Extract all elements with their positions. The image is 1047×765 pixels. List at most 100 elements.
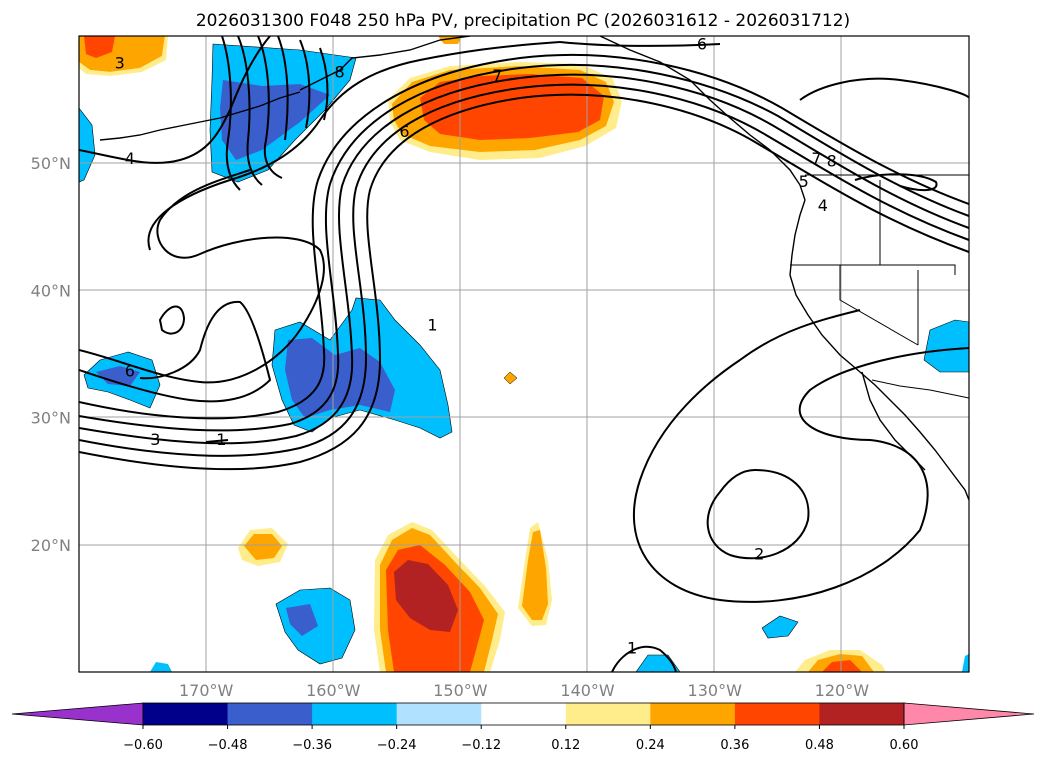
pv-contour-east-ridge — [799, 77, 969, 101]
colorbar-tick-label: −0.60 — [123, 738, 163, 753]
colorbar-segment — [650, 703, 736, 725]
colorbar: −0.60 −0.48 −0.36 −0.24 −0.12 0.12 0.24 0.36 0.4… — [11, 702, 1035, 753]
precip-negative-areas — [79, 43, 969, 672]
neg-area-east-edge — [923, 319, 969, 373]
latitude-labels: 50°N 40°N 30°N 20°N — [31, 154, 71, 555]
coast-alaska — [299, 36, 471, 91]
neg-area-southeast-edge — [962, 654, 969, 672]
colorbar-segment — [819, 703, 905, 725]
pv-contour-jet-5 — [79, 53, 969, 420]
neg-area-small-east — [761, 615, 799, 639]
contour-label: 8 — [335, 62, 345, 81]
lon-label: 120°W — [815, 681, 870, 700]
pv-contour-small-1 — [205, 439, 229, 443]
pv-contour-south-1 — [611, 645, 677, 672]
pv-contour-gulf-lines-5 — [299, 39, 311, 129]
coast-us-west — [789, 199, 969, 501]
lon-label: 130°W — [688, 681, 743, 700]
border-states-2 — [839, 265, 919, 346]
contour-label: 7 — [811, 149, 821, 168]
neg-area-south-strong — [286, 604, 318, 636]
pos-area-southeast-strong — [822, 660, 862, 672]
map-content — [79, 36, 969, 672]
pv-contour-top-6 — [559, 41, 721, 47]
colorbar-segment — [227, 703, 313, 725]
contour-label: 1 — [216, 430, 226, 449]
colorbar-segment — [481, 703, 567, 725]
lat-label: 50°N — [31, 154, 71, 173]
pv-contour-gulf-lines-4 — [277, 36, 289, 141]
pos-area-south-max — [394, 560, 458, 632]
coastlines — [99, 36, 969, 501]
pv-contour-jet-4 — [79, 63, 969, 432]
longitude-labels: 170°W 160°W 150°W 140°W 130°W 120°W — [179, 681, 869, 700]
lon-label: 140°W — [560, 681, 615, 700]
pv-contour-north-gulf — [147, 41, 561, 251]
pos-area-north-strong — [420, 74, 604, 140]
pv-contour-cutoff-outer — [632, 309, 969, 603]
pv-contour-jet-1 — [79, 93, 969, 471]
neg-area-central-pacific-strong — [285, 338, 395, 418]
pv-contour-jet-2 — [79, 83, 969, 457]
colorbar-tick-label: −0.36 — [292, 738, 332, 753]
pv-contour-gulf-lines-3 — [257, 36, 283, 179]
pv-contour-north-4 — [79, 36, 271, 164]
pos-area-small-west-mid — [244, 534, 282, 560]
colorbar-segment — [396, 703, 482, 725]
contour-label: 6 — [399, 122, 409, 141]
contour-label: 1 — [627, 639, 637, 658]
colorbar-tick-label: −0.12 — [461, 738, 501, 753]
pv-contour-west-loop-2 — [79, 300, 272, 403]
colorbar-tick-label: 0.48 — [805, 738, 834, 753]
colorbar-tick-label: 0.12 — [551, 738, 580, 753]
colorbar-tick-label: −0.24 — [377, 738, 417, 753]
pos-area-tiny-center — [503, 371, 518, 385]
pv-contours — [79, 36, 969, 672]
border-mexico — [871, 379, 969, 399]
border-states-1 — [790, 264, 956, 275]
pv-contour-gulf-lines-1 — [221, 36, 241, 191]
contour-label: 5 — [799, 172, 809, 191]
precip-positive-areas — [79, 36, 886, 672]
colorbar-frame — [142, 702, 905, 726]
contour-label: 6 — [125, 361, 135, 380]
colorbar-tick-label: −0.48 — [208, 738, 248, 753]
pv-contour-jet-3 — [79, 73, 969, 445]
map-frame — [78, 35, 970, 673]
colorbar-tick-label: 0.60 — [890, 738, 919, 753]
colorbar-segment — [565, 703, 651, 725]
coast-baja — [861, 371, 926, 471]
contour-label: 3 — [115, 54, 125, 73]
figure-title: 2026031300 F048 250 hPa PV, precipitatio… — [196, 11, 850, 31]
contour-label: 4 — [125, 149, 135, 168]
contour-label: 2 — [754, 545, 764, 564]
coast-se-alaska-bc — [599, 36, 806, 201]
neg-area-south-west — [150, 662, 172, 672]
contour-label: 1 — [427, 316, 437, 335]
lon-label: 150°W — [433, 681, 488, 700]
coast-aleutians — [99, 91, 301, 141]
pv-contour-west-loop — [79, 169, 325, 384]
colorbar-tick-label: 0.24 — [636, 738, 665, 753]
colorbar-extend-high — [903, 702, 1035, 726]
pv-contour-gulf-lines-6 — [319, 47, 329, 121]
pv-contour-small-west — [158, 305, 186, 335]
contour-label: 4 — [818, 196, 828, 215]
contour-label: 3 — [150, 430, 160, 449]
lat-label: 20°N — [31, 536, 71, 555]
pv-contour-cutoff-inner — [706, 468, 810, 560]
colorbar-tick-label: 0.36 — [720, 738, 749, 753]
neg-area-west-small-strong — [96, 366, 140, 386]
contour-label: 6 — [697, 34, 707, 53]
pv-contour-gulf-lines-2 — [237, 36, 263, 186]
colorbar-segment — [734, 703, 820, 725]
colorbar-segment — [312, 703, 398, 725]
colorbar-extend-low — [11, 702, 144, 726]
lat-label: 40°N — [31, 281, 71, 300]
contour-label: 8 — [827, 151, 837, 170]
pos-area-nw-corner-strong — [84, 36, 115, 58]
pos-area-narrow-band-mid — [522, 530, 548, 620]
